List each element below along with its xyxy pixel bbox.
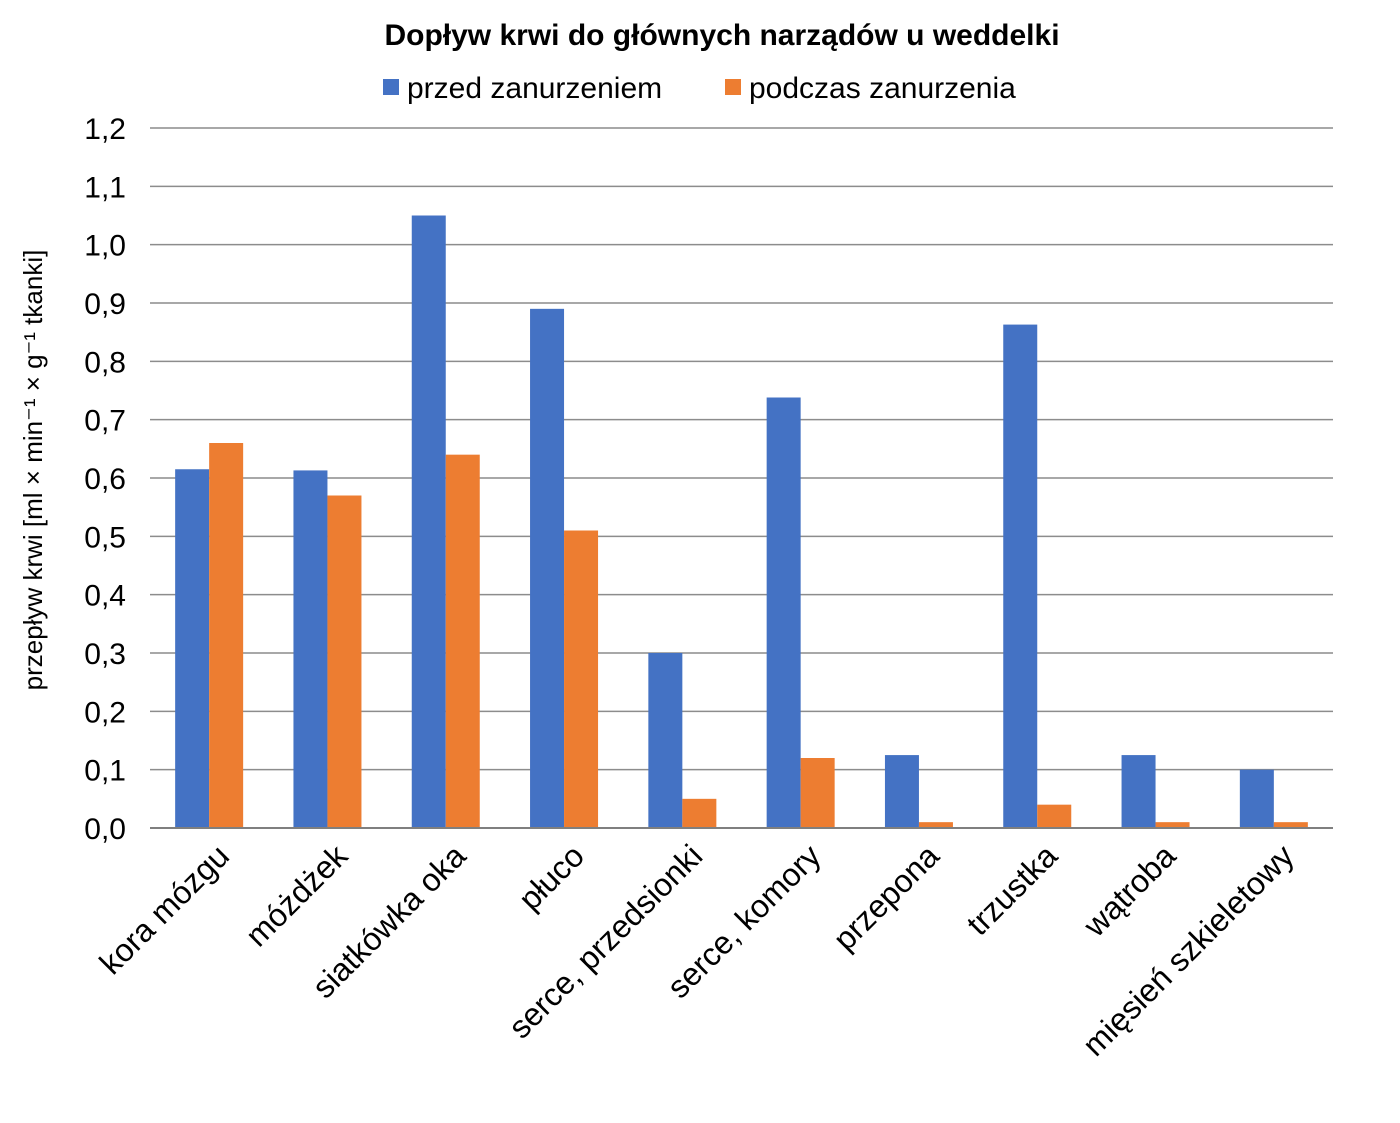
- bar: [766, 397, 801, 828]
- y-tick-label: 0,2: [84, 696, 126, 729]
- x-tick-label: kora mózgu: [92, 837, 236, 981]
- bar: [1155, 822, 1190, 828]
- y-tick-label: 0,8: [84, 346, 126, 379]
- bar: [800, 758, 835, 828]
- bar: [918, 822, 953, 828]
- bar: [564, 530, 599, 828]
- bars: [175, 215, 1308, 828]
- bar: [648, 653, 683, 828]
- bar: [209, 443, 244, 828]
- y-axis-ticks: 0,0 0,1 0,2 0,3 0,4 0,5 0,6 0,7 0,8 0,9 1,0 1,1 1,2: [84, 113, 126, 846]
- y-tick-label: 1,2: [84, 113, 126, 146]
- legend-swatch: [725, 79, 741, 95]
- legend: przed zanurzeniem podczas zanurzenia: [383, 72, 1016, 105]
- bar: [1121, 755, 1156, 828]
- bar: [411, 215, 446, 828]
- y-axis-label: przepływ krwi [ml × min⁻¹ × g⁻¹ tkanki]: [18, 250, 48, 691]
- y-tick-label: 0,0: [84, 813, 126, 846]
- bar: [175, 469, 210, 828]
- bar: [445, 454, 480, 828]
- y-tick-label: 0,6: [84, 463, 126, 496]
- y-tick-label: 0,5: [84, 521, 126, 554]
- x-tick-label: trzustka: [960, 837, 1065, 942]
- bar: [1239, 769, 1274, 828]
- y-tick-label: 0,4: [84, 580, 126, 613]
- bar: [884, 755, 919, 828]
- bar: [530, 308, 565, 828]
- x-tick-label: móżdżek: [238, 837, 355, 954]
- y-tick-label: 0,3: [84, 638, 126, 671]
- legend-label: podczas zanurzenia: [749, 72, 1016, 105]
- x-tick-label: mięsień szkieletowy: [1075, 837, 1300, 1062]
- bar: [1003, 324, 1038, 828]
- bar: [293, 470, 328, 828]
- x-tick-label: płuco: [511, 837, 591, 917]
- x-tick-label: wątroba: [1076, 837, 1183, 944]
- bar: [1037, 804, 1072, 828]
- legend-swatch: [383, 79, 399, 95]
- y-tick-label: 1,0: [84, 230, 126, 263]
- y-tick-label: 0,7: [84, 405, 126, 438]
- x-tick-label: serce, przedsionki: [501, 837, 709, 1045]
- y-tick-label: 0,1: [84, 755, 126, 788]
- legend-label: przed zanurzeniem: [407, 72, 662, 105]
- x-tick-label: przepona: [826, 837, 946, 957]
- bar: [1273, 822, 1308, 828]
- bar: [327, 495, 362, 828]
- y-tick-label: 0,9: [84, 288, 126, 321]
- y-tick-label: 1,1: [84, 171, 126, 204]
- chart-title: Dopływ krwi do głównych narządów u wedde…: [384, 19, 1059, 52]
- bar: [682, 798, 717, 828]
